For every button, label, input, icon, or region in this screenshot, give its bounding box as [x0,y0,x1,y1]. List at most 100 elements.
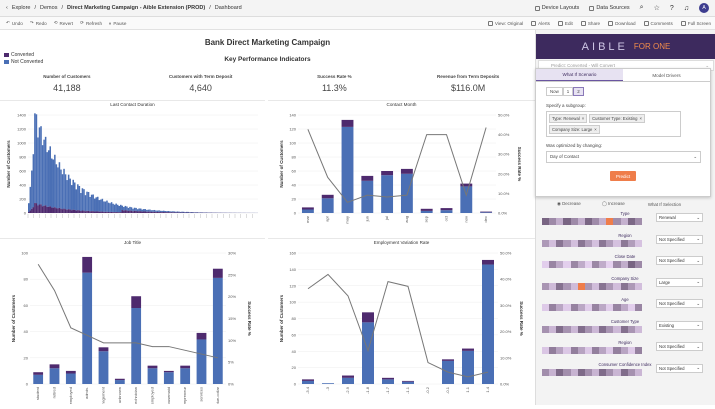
driver-gradient-bar[interactable] [542,347,642,354]
chip-customer-type[interactable]: Customer Type: Existing× [589,114,645,123]
histogram-bar [148,210,150,212]
scenario-now[interactable]: Now [546,87,563,96]
undo-button[interactable]: ↶ Undo [6,20,23,26]
driver-gradient-bar[interactable] [542,218,642,225]
chip-type[interactable]: Type: Renewal× [549,114,587,123]
driver-select[interactable]: Not Specified⌄ [656,235,703,244]
refresh-button[interactable]: ⟳ Refresh [80,20,102,26]
histogram-bar-converted [149,212,151,213]
bar-converted [441,208,453,210]
driver-select[interactable]: Existing⌄ [656,321,703,330]
driver-bar-segment [613,326,620,333]
driver-select[interactable]: Not Specified⌄ [656,342,703,351]
predict-button[interactable]: Predict [610,171,636,181]
bar-converted [148,366,158,369]
help-icon[interactable]: ? [670,5,674,12]
chart-title: Last Contact Duration [0,102,265,107]
histogram-bar-converted [115,212,117,213]
driver-bar-segment [599,261,606,268]
chart-contact-month[interactable]: 0204060801001201400.0%10.0%20.0%30.0%40.… [268,101,535,236]
chip-company-size[interactable]: Company Size: Large× [549,125,600,134]
histogram-bar-converted [85,211,87,213]
histogram-bar-converted [109,212,111,213]
histogram-bar [184,212,186,213]
legend-item-converted[interactable]: Converted [4,52,43,58]
device-layouts-button[interactable]: Device Layouts [535,5,580,11]
revert-button[interactable]: ⟲ Revert [54,20,73,26]
x-tick-label: technician [133,387,138,404]
histogram-bar-converted [158,212,160,213]
tab-model-drivers[interactable]: Model Drivers [623,69,710,81]
edit-icon [558,21,563,26]
increase-radio[interactable]: ◯ Increase [602,201,625,207]
x-tick-label: -3.4 [305,386,310,394]
close-icon[interactable]: × [594,127,596,132]
redo-button[interactable]: ↷ Redo [30,20,47,26]
close-icon[interactable]: × [582,116,584,121]
driver-bar-segment [592,218,599,225]
alerts-button[interactable]: Alerts [531,21,550,26]
histogram-bar-converted [43,206,45,213]
histogram-bar-converted [94,212,96,213]
histogram-bar [151,210,153,212]
driver-gradient-bar[interactable] [542,261,642,268]
breadcrumb-explore[interactable]: Explore [12,5,31,11]
driver-bar-segment [621,304,628,311]
histogram-bar-converted [89,211,91,213]
y2-tick-label: 25% [228,272,236,277]
x-tick-label: admin. [84,387,89,399]
optimize-select[interactable]: Day of Contact⌄ [546,151,701,163]
decrease-radio[interactable]: ◉ Decrease [557,201,581,207]
driver-select[interactable]: Not Specified⌄ [656,364,703,373]
driver-select[interactable]: Large⌄ [656,278,703,287]
driver-gradient-bar[interactable] [542,304,642,311]
scenario-2[interactable]: 2 [573,87,583,96]
histogram-bar [40,126,42,204]
driver-gradient-bar[interactable] [542,326,642,333]
legend-item-not-converted[interactable]: Not Converted [4,59,43,65]
breadcrumb-workbook[interactable]: Direct Marketing Campaign - Aible Extens… [67,5,205,11]
tab-what-if-scenario[interactable]: What If Scenario [536,69,623,81]
avatar[interactable]: A [699,3,709,13]
full-screen-button[interactable]: Full Screen [681,21,711,26]
edit-button[interactable]: Edit [558,21,573,26]
histogram-bar [34,113,36,203]
y2-tick-label: 50.0% [498,113,510,118]
breadcrumb-dashboard[interactable]: Dashboard [215,5,242,11]
close-icon[interactable]: × [639,116,641,121]
comments-button[interactable]: Comments [644,21,673,26]
driver-select[interactable]: Not Specified⌄ [656,256,703,265]
driver-select[interactable]: Not Specified⌄ [656,299,703,308]
driver-gradient-bar[interactable] [542,369,642,376]
pause-button[interactable]: ⏸ Pause [109,21,126,26]
chevron-down-icon: ⌄ [696,322,700,328]
search-icon[interactable]: ⌕ [640,4,644,12]
histogram-bar [57,167,59,208]
back-icon[interactable]: ‹ [6,5,8,11]
bell-icon[interactable]: ♫ [684,5,689,12]
bar-not-converted [342,127,354,213]
breadcrumb-demos[interactable]: Demos [40,5,57,11]
driver-bar-segment [628,261,635,268]
bar-not-converted [213,278,223,384]
driver-bar-segment [635,218,642,225]
y-tick-label: 160 [289,251,296,256]
driver-select[interactable]: Renewal⌄ [656,213,703,222]
driver-gradient-bar[interactable] [542,283,642,290]
driver-name: Age [590,297,660,302]
share-button[interactable]: Share [581,21,600,26]
driver-bar-segment [621,218,628,225]
subgroup-chips[interactable]: Type: Renewal× Customer Type: Existing× … [546,111,681,137]
driver-gradient-bar[interactable] [542,240,642,247]
scenario-1[interactable]: 1 [563,87,573,96]
download-button[interactable]: Download [608,21,635,26]
chart-employment-variation[interactable]: 0204060801001201401600.0%10.0%20.0%30.0%… [268,239,535,404]
driver-bar-segment [542,347,549,354]
histogram-bar-converted [164,212,166,213]
view-original-button[interactable]: View: Original [488,21,523,26]
star-icon[interactable]: ☆ [654,4,660,12]
histogram-bar [49,146,51,206]
data-sources-button[interactable]: Data Sources [589,5,629,11]
